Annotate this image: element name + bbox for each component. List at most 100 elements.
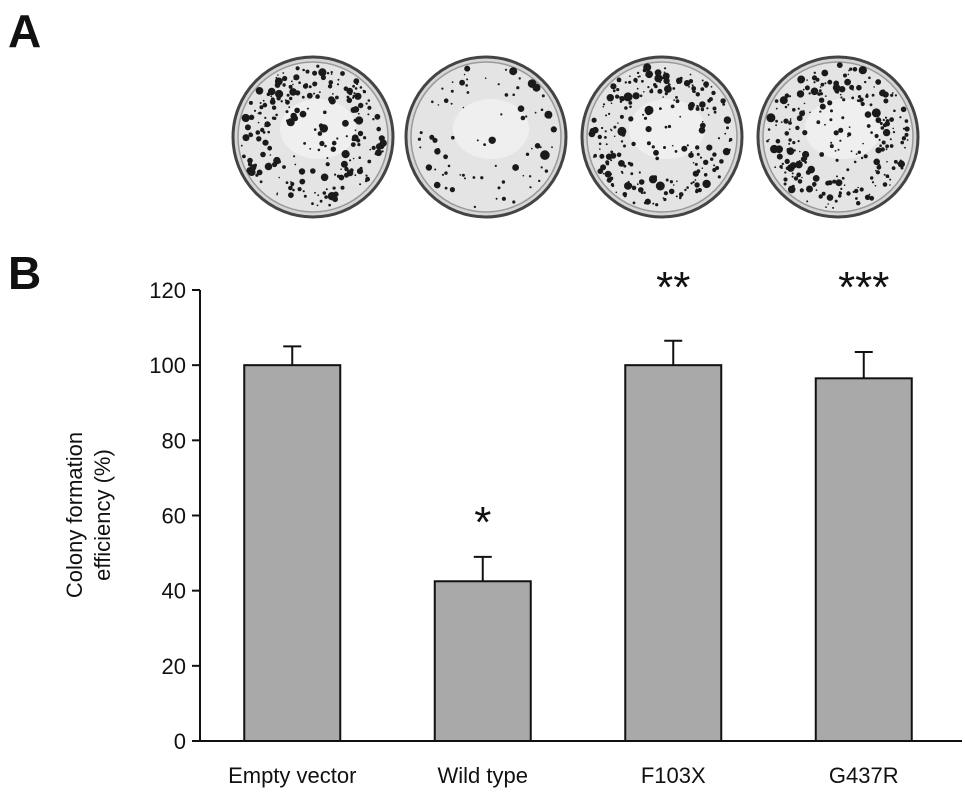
colony — [322, 191, 327, 195]
colony — [628, 116, 634, 122]
colony — [623, 144, 626, 148]
colony — [813, 81, 816, 84]
colony — [298, 81, 301, 84]
colony — [873, 86, 875, 88]
colony — [855, 197, 858, 200]
colony — [638, 179, 645, 185]
colony — [686, 186, 689, 189]
colony — [264, 121, 271, 128]
colony — [892, 127, 894, 130]
colony — [317, 148, 321, 152]
colony — [257, 121, 260, 124]
colony — [604, 136, 607, 139]
colony — [827, 203, 829, 205]
colony — [629, 105, 632, 109]
colony — [663, 146, 666, 149]
colony — [349, 168, 354, 173]
colony — [301, 95, 305, 99]
colony — [434, 168, 437, 171]
colony — [795, 125, 800, 131]
colony — [870, 131, 873, 134]
colony — [766, 113, 776, 123]
colony — [779, 96, 788, 105]
colony — [241, 113, 250, 123]
colony — [443, 98, 449, 103]
colony — [466, 78, 469, 81]
colony — [349, 159, 352, 162]
colony — [864, 194, 871, 200]
colony — [299, 110, 307, 118]
y-axis-title: Colony formation efficiency (%) — [62, 432, 115, 598]
colony — [775, 119, 778, 123]
x-tick-label: Empty vector — [228, 763, 356, 788]
colony — [610, 159, 613, 162]
colony — [808, 92, 811, 95]
colony — [299, 178, 306, 185]
colony — [663, 197, 667, 202]
colony — [593, 156, 595, 159]
colony — [825, 206, 827, 209]
colony — [885, 148, 888, 151]
colony — [875, 117, 882, 124]
colony — [538, 179, 541, 183]
colony — [874, 133, 879, 139]
colony — [311, 202, 314, 206]
colony — [376, 126, 382, 132]
colony — [267, 87, 276, 96]
colony — [648, 175, 658, 184]
y-tick-label: 40 — [162, 579, 186, 604]
colony — [367, 105, 372, 110]
colony — [710, 85, 713, 88]
colony — [292, 83, 294, 86]
colony — [821, 69, 829, 77]
colony — [247, 157, 253, 164]
colony — [512, 200, 516, 204]
colony — [900, 166, 904, 170]
colony — [852, 67, 858, 72]
colony — [684, 188, 687, 192]
colony — [433, 181, 441, 189]
colony — [653, 149, 659, 156]
colony — [784, 131, 790, 136]
colony — [778, 145, 781, 148]
colony — [267, 92, 270, 94]
colony — [847, 132, 852, 137]
colony — [332, 186, 336, 190]
colony — [336, 174, 341, 178]
colony — [351, 134, 359, 142]
colony — [350, 142, 356, 148]
colony — [340, 177, 343, 181]
colony — [670, 104, 675, 109]
colony — [856, 99, 860, 102]
colony — [787, 103, 790, 106]
colony — [285, 181, 289, 185]
colony — [701, 167, 704, 169]
colony — [827, 100, 833, 106]
colony — [654, 69, 662, 76]
colony — [792, 108, 796, 112]
colony — [663, 77, 670, 85]
colony — [290, 80, 293, 83]
colony — [616, 88, 620, 92]
colony — [668, 188, 675, 195]
colony — [597, 134, 602, 140]
colony — [857, 150, 861, 154]
colony — [282, 72, 285, 74]
colony — [796, 172, 802, 178]
colony — [871, 108, 881, 118]
colony — [267, 130, 271, 134]
colony — [259, 180, 263, 184]
bar — [243, 364, 342, 742]
colony — [775, 138, 781, 144]
colony — [355, 116, 364, 125]
colony — [256, 136, 262, 142]
colony — [788, 121, 792, 125]
colony — [602, 105, 605, 108]
colony — [346, 166, 348, 169]
colony — [605, 143, 608, 146]
colony — [795, 160, 803, 169]
colony — [303, 142, 306, 145]
colony — [770, 144, 779, 154]
colony — [768, 138, 770, 141]
colony — [272, 161, 278, 168]
